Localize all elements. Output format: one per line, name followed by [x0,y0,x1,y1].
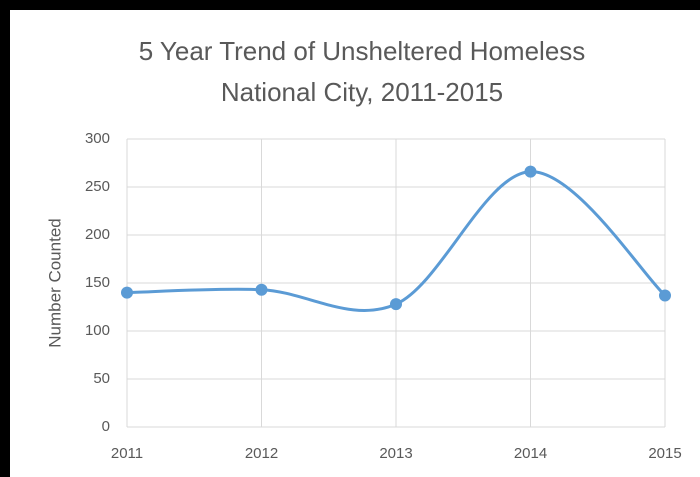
y-tick-label: 100 [85,322,110,339]
marker [390,298,402,311]
line [126,170,667,312]
x-tick-label: 2012 [245,445,278,462]
y-tick-label: 0 [102,418,110,435]
y-tick-label: 50 [93,370,110,387]
x-tick-label: 2013 [379,445,412,462]
marker [255,283,268,296]
y-tick-label: 200 [85,226,110,243]
marker [121,286,133,299]
chart-title: 5 Year Trend of Unsheltered Homeless [139,36,586,66]
x-tick-label: 2015 [648,445,681,462]
y-tick-label: 250 [85,178,110,195]
marker [524,165,537,178]
chart-title: National City, 2011-2015 [221,77,503,107]
y-axis-label: Number Counted [45,218,64,347]
y-tick-label: 150 [85,274,110,291]
x-tick-label: 2011 [111,445,143,462]
frame-top [0,0,700,10]
marker [659,289,671,302]
x-tick-label: 2014 [514,445,547,462]
frame-left [0,0,10,477]
y-tick-label: 300 [85,130,110,147]
